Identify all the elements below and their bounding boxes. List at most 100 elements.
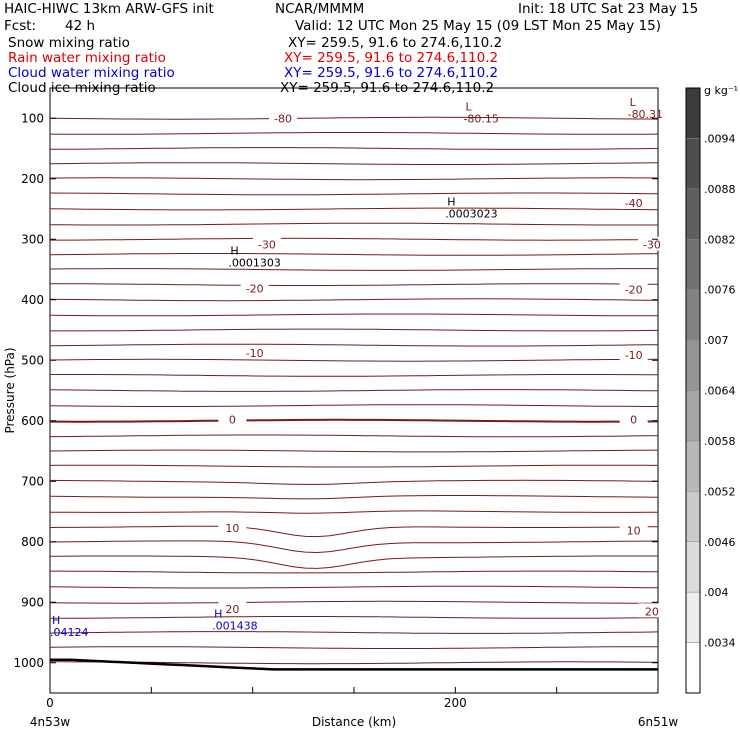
contour-line <box>50 283 659 286</box>
contour-line <box>49 600 659 604</box>
extremum-mark: L <box>630 96 637 109</box>
terrain-line <box>50 658 658 671</box>
colorbar-segment <box>685 642 701 694</box>
field-name-rain: Rain water mixing ratio <box>8 50 166 66</box>
colorbar-tick-label: .0034 <box>704 637 736 650</box>
contour-line <box>50 328 659 332</box>
contour-line <box>49 132 659 135</box>
extremum-value: .04124 <box>50 626 89 639</box>
contour-line <box>49 268 658 271</box>
y-tick-label: 100 <box>21 111 44 125</box>
colorbar-tick-label: .0076 <box>704 284 736 297</box>
colorbar-tick-label: .007 <box>704 334 729 347</box>
field-name-cloud-water: Cloud water mixing ratio <box>8 65 175 81</box>
extremum-mark: H <box>52 614 60 627</box>
y-axis-title: Pressure (hPa) <box>3 347 17 433</box>
contour-label: -10 <box>625 349 643 362</box>
contour-line <box>49 358 659 362</box>
extremum-mark: H <box>447 195 455 208</box>
contour-line <box>50 237 659 241</box>
contour-line <box>49 631 659 634</box>
field-xy-snow: XY= 259.5, 91.6 to 274.6,110.2 <box>288 35 503 51</box>
contour-label: -30 <box>643 239 661 252</box>
contour-line <box>49 313 658 317</box>
colorbar-segment <box>685 239 701 290</box>
extremum-mark: H <box>230 244 238 257</box>
contour-label: -30 <box>258 239 276 252</box>
contour-line <box>49 449 659 453</box>
contour-line <box>49 510 658 514</box>
colorbar-tick-label: .0046 <box>704 536 736 549</box>
y-tick-label: 400 <box>21 293 44 307</box>
colorbar-tick-label: .0094 <box>704 132 736 145</box>
contour-line <box>50 147 659 150</box>
contour-line <box>49 222 658 226</box>
extremum-value: -80.15 <box>463 112 498 125</box>
x-axis-title: Distance (km) <box>312 715 396 729</box>
x-endpoint-right: 6n51w <box>638 715 679 729</box>
contour-line <box>50 434 659 438</box>
contour-line <box>49 343 659 347</box>
colorbar-segment <box>685 138 701 190</box>
contour-label-bg <box>240 280 269 295</box>
colorbar-tick-label: .0052 <box>704 485 736 498</box>
colorbar-tick-label: .0088 <box>704 183 736 196</box>
contour-label: 20 <box>645 605 659 618</box>
contour-line <box>49 253 659 256</box>
valid-time: Valid: 12 UTC Mon 25 May 15 (09 LST Mon … <box>295 18 662 34</box>
colorbar-segment <box>685 491 701 543</box>
contour-line <box>49 464 659 468</box>
contour-line <box>50 661 659 665</box>
chart-title: HAIC-HIWC 13km ARW-GFS init <box>4 1 214 17</box>
field-xy-cloud-water: XY= 259.5, 91.6 to 274.6,110.2 <box>284 65 499 81</box>
y-tick-label: 700 <box>21 474 44 488</box>
contour-label-bg <box>252 236 281 251</box>
contour-label: -10 <box>246 347 264 360</box>
contour-line <box>49 525 659 538</box>
colorbar-segment <box>685 289 701 341</box>
init-time: Init: 18 UTC Sat 23 May 15 <box>518 1 699 17</box>
colorbar-tick-label: .0064 <box>704 385 736 398</box>
extremum-value: .0001303 <box>228 256 281 269</box>
contour-label: 0 <box>630 414 637 427</box>
contour-line <box>49 540 659 554</box>
colorbar-segment <box>685 339 701 391</box>
contour-line <box>49 298 659 302</box>
extremum-mark: H <box>214 607 222 620</box>
contour-label: -80 <box>274 112 292 125</box>
forecast-value: 42 h <box>65 18 96 34</box>
contour-line <box>50 418 659 423</box>
colorbar-segment <box>685 591 701 643</box>
extremum-value: .001438 <box>212 619 258 632</box>
colorbar-segment <box>685 541 701 593</box>
contour-label-bg <box>218 519 247 534</box>
contour-label-bg <box>619 411 648 426</box>
contour-line <box>49 207 659 211</box>
y-tick-label: 500 <box>21 353 44 367</box>
extremum-value: -80.31 <box>628 108 663 121</box>
contour-label-bg <box>218 600 247 615</box>
contour-label: 20 <box>225 603 239 616</box>
colorbar-unit: g kg⁻¹ <box>704 84 738 97</box>
extremum-mark: L <box>465 100 472 113</box>
contour-label-bg <box>637 603 666 618</box>
contour-line <box>50 616 659 619</box>
extremum-value: .0003023 <box>445 207 498 220</box>
contour-label-bg <box>218 411 247 426</box>
contour-label: -20 <box>625 283 643 296</box>
x-tick-label: 200 <box>444 696 467 710</box>
field-xy-rain: XY= 259.5, 91.6 to 274.6,110.2 <box>284 50 499 66</box>
contour-line <box>49 116 659 120</box>
x-endpoint-left: 4n53w <box>30 715 71 729</box>
y-tick-label: 1000 <box>13 656 44 670</box>
contour-line <box>49 162 659 165</box>
contour-label: -20 <box>246 282 264 295</box>
y-tick-label: 900 <box>21 595 44 609</box>
contour-line <box>49 389 659 392</box>
contour-line <box>49 479 659 485</box>
contour-label-bg <box>637 236 666 251</box>
contour-line <box>50 374 659 377</box>
contour-label: 10 <box>225 522 239 535</box>
colorbar-segment <box>685 188 701 240</box>
